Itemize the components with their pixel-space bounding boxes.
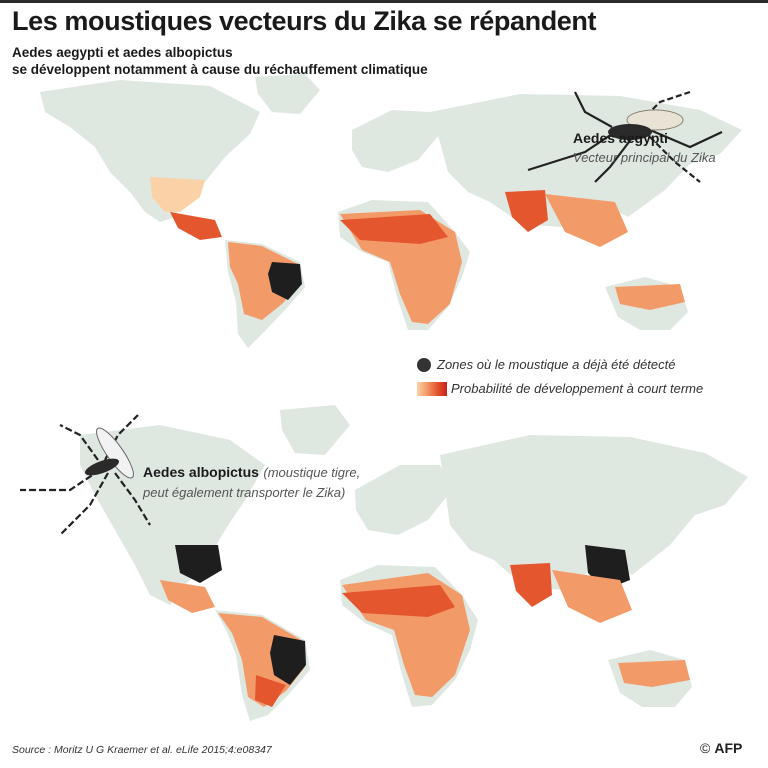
legend-detected-label: Zones où le moustique a déjà été détecté (437, 357, 676, 372)
subtitle-line-1: Aedes aegypti et aedes albopictus (12, 45, 233, 60)
species-albopictus-name: Aedes albopictus (143, 464, 259, 480)
zone-southern-brazil (255, 675, 286, 707)
mosquito-albopictus-illustration (20, 414, 151, 536)
probability-zones (150, 177, 685, 324)
europe (352, 110, 440, 172)
afp-credit: © AFP (700, 740, 742, 756)
mosquito-leg (20, 469, 101, 492)
zone-sahel (340, 214, 448, 244)
mosquito-leg (114, 472, 151, 526)
legend-detected-swatch (417, 357, 431, 372)
zone-sahel (342, 585, 455, 617)
page-title: Les moustiques vecteurs du Zika se répan… (12, 6, 597, 36)
legend-detected: Zones où le moustique a déjà été détecté (417, 357, 676, 372)
species-aegypti-label: Aedes aegypti Vecteur principal du Zika (573, 128, 716, 168)
world-map-aegypti (40, 74, 742, 348)
north-america (40, 80, 260, 222)
world-map-albopictus (20, 405, 748, 721)
zone-south-america (218, 613, 305, 707)
legend-probability-swatch (417, 381, 447, 396)
zone-brazil-detected (268, 262, 302, 300)
legend-probability-label: Probabilité de développement à court ter… (451, 381, 704, 396)
zone-india (510, 563, 552, 607)
probability-zones (160, 545, 690, 707)
zone-australia (618, 660, 690, 687)
top-rule (0, 0, 768, 3)
mosquito-leg (59, 472, 109, 536)
afp-logo: AFP (714, 740, 743, 756)
mosquito-leg (649, 136, 701, 183)
greenland (280, 405, 350, 455)
mosquito-leg (594, 133, 636, 183)
zone-brazil-detected (270, 635, 306, 685)
zone-south-america (228, 242, 300, 320)
zone-north-america-south (150, 177, 205, 212)
species-aegypti-name: Aedes aegypti (573, 130, 668, 146)
species-albopictus-label: Aedes albopictus (moustique tigre, peut … (143, 462, 360, 503)
mosquito-wing (626, 109, 684, 131)
greenland (255, 74, 320, 114)
species-aegypti-note: Vecteur principal du Zika (573, 150, 716, 165)
legend-probability: Probabilité de développement à court ter… (417, 381, 703, 396)
mosquito-wing (96, 427, 134, 479)
asia (440, 435, 748, 590)
zone-southeast-asia (552, 570, 632, 623)
zone-southeast-asia (545, 194, 628, 247)
species-albopictus-note-1: (moustique tigre, (263, 465, 361, 480)
species-albopictus-note-2: peut également transporter le Zika) (143, 485, 346, 500)
page-subtitle: Aedes aegypti et aedes albopictus se dév… (12, 44, 482, 78)
zone-india (505, 190, 548, 232)
mosquito-leg (527, 129, 619, 172)
europe (355, 465, 452, 535)
zone-central-america (160, 580, 215, 613)
mosquito-leg (574, 91, 613, 128)
mosquito-leg (59, 424, 99, 461)
zone-us-southeast-detected (175, 545, 222, 583)
zone-australia (615, 284, 685, 310)
subtitle-line-2: se développent notamment à cause du réch… (12, 62, 428, 77)
source-citation: Source : Moritz U G Kraemer et al. eLife… (12, 744, 272, 756)
mosquito-body (84, 458, 120, 476)
mosquito-body (608, 124, 652, 140)
zone-central-america (170, 212, 222, 240)
mosquito-leg (649, 128, 723, 149)
mosquito-aegypti-illustration (527, 90, 723, 183)
copyright-symbol: © (700, 740, 711, 756)
